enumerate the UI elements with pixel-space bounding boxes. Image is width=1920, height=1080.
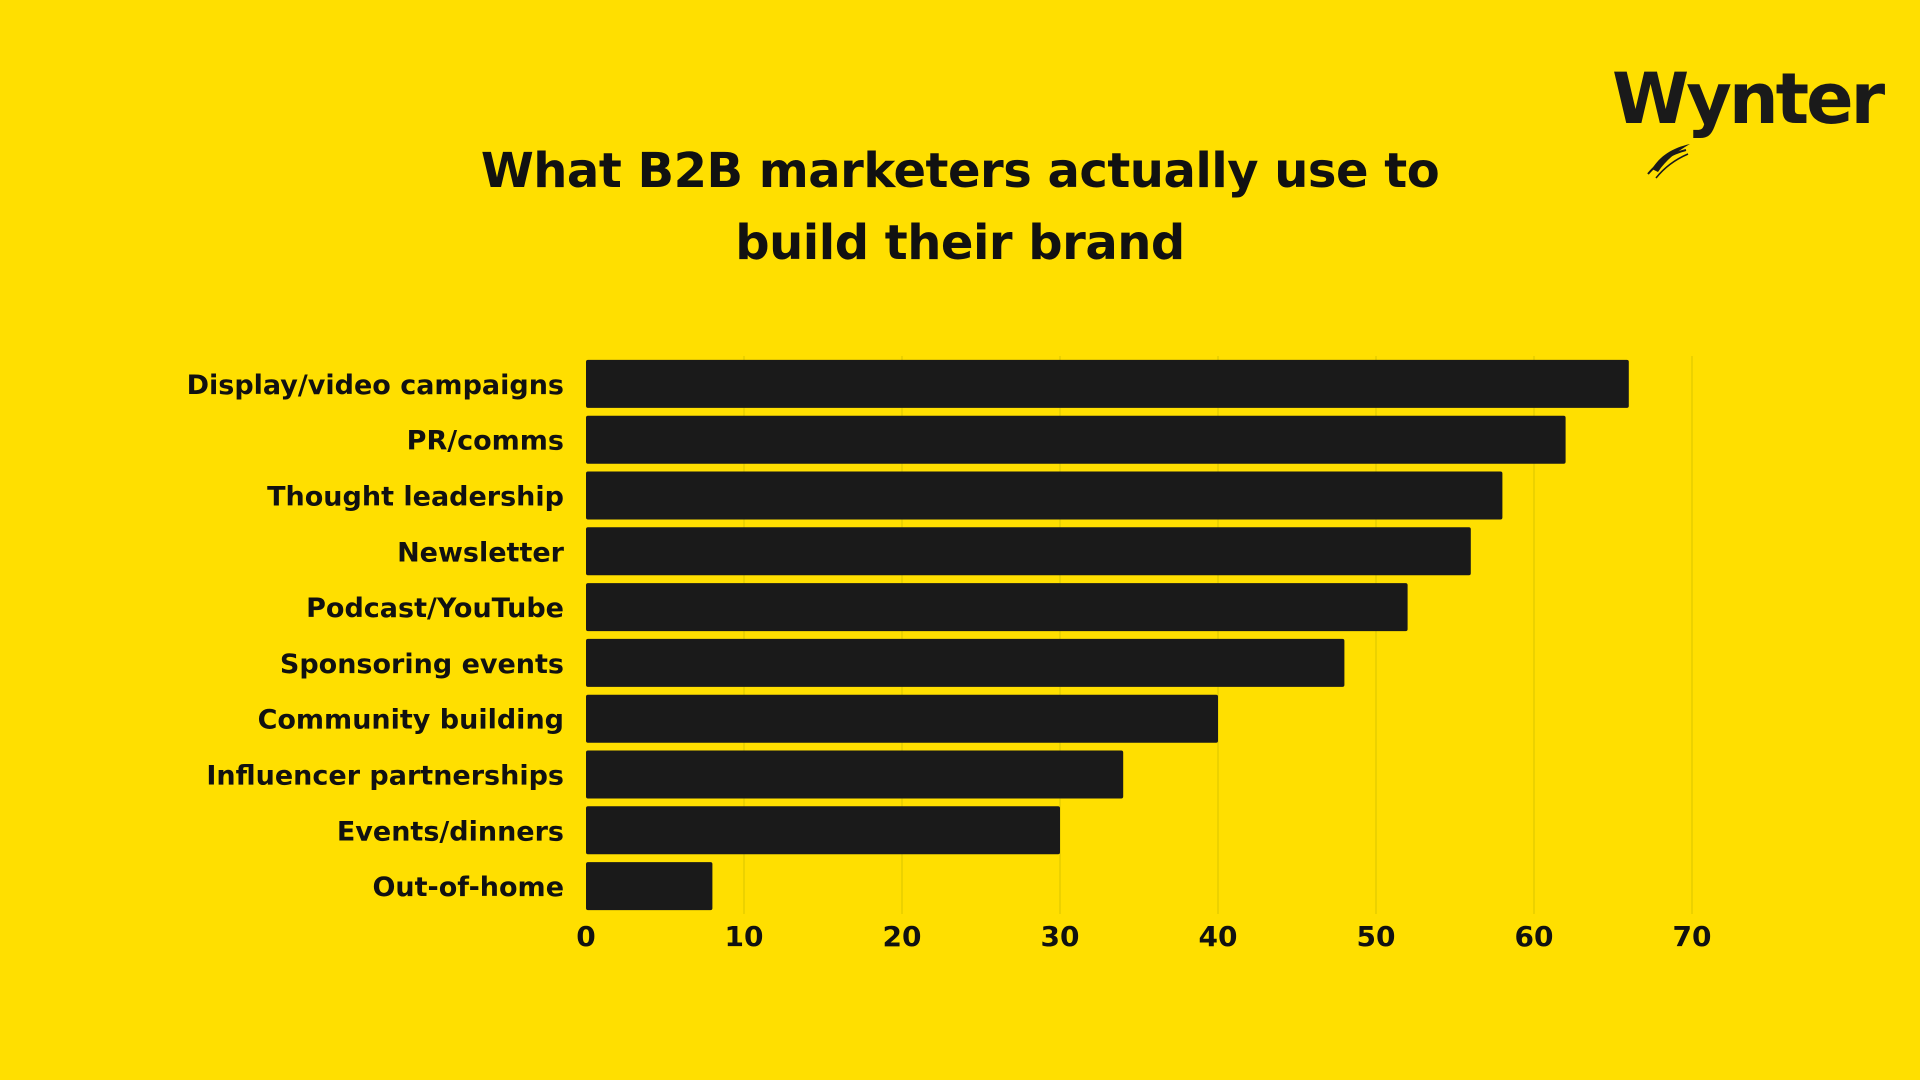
chart-title-line-2: build their brand [735, 215, 1185, 271]
category-labels: Display/video campaigns PR/comms Thought l… [187, 370, 565, 903]
category-label: Events/dinners [337, 816, 564, 847]
x-tick-label: 40 [1199, 920, 1238, 953]
bar [586, 638, 1345, 687]
x-tick-label: 70 [1673, 920, 1712, 953]
category-label: Sponsoring events [280, 649, 564, 680]
bar [586, 862, 713, 911]
bar [586, 806, 1060, 855]
x-tick-label: 20 [883, 920, 922, 953]
category-label: Display/video campaigns [187, 370, 564, 401]
x-tick-labels: 0 10 20 30 40 50 60 70 [576, 920, 1711, 953]
x-tick-label: 50 [1357, 920, 1396, 953]
bar [586, 527, 1471, 576]
category-label: Thought leadership [267, 482, 564, 513]
category-label: Out-of-home [372, 872, 564, 903]
x-tick-label: 60 [1515, 920, 1554, 953]
chart-title: What B2B marketers actually use to build… [0, 135, 1920, 279]
x-tick-label: 0 [576, 920, 595, 953]
bar [586, 583, 1408, 632]
chart-title-line-1: What B2B marketers actually use to [480, 143, 1440, 199]
x-tick-label: 30 [1041, 920, 1080, 953]
wynter-logo: Wynter [1612, 64, 1892, 184]
bar [586, 359, 1629, 408]
x-tick-label: 10 [725, 920, 764, 953]
bars [586, 359, 1629, 911]
logo-swoosh-icon [1647, 144, 1690, 179]
bar [586, 471, 1503, 520]
bar [586, 694, 1218, 743]
category-label: Community building [258, 705, 564, 736]
category-label: PR/comms [407, 426, 564, 457]
category-label: Influencer partnerships [206, 761, 564, 792]
bar [586, 415, 1566, 464]
category-label: Podcast/YouTube [306, 593, 564, 624]
category-label: Newsletter [397, 537, 565, 568]
bar [586, 750, 1124, 799]
logo-wordmark: Wynter [1612, 58, 1885, 140]
